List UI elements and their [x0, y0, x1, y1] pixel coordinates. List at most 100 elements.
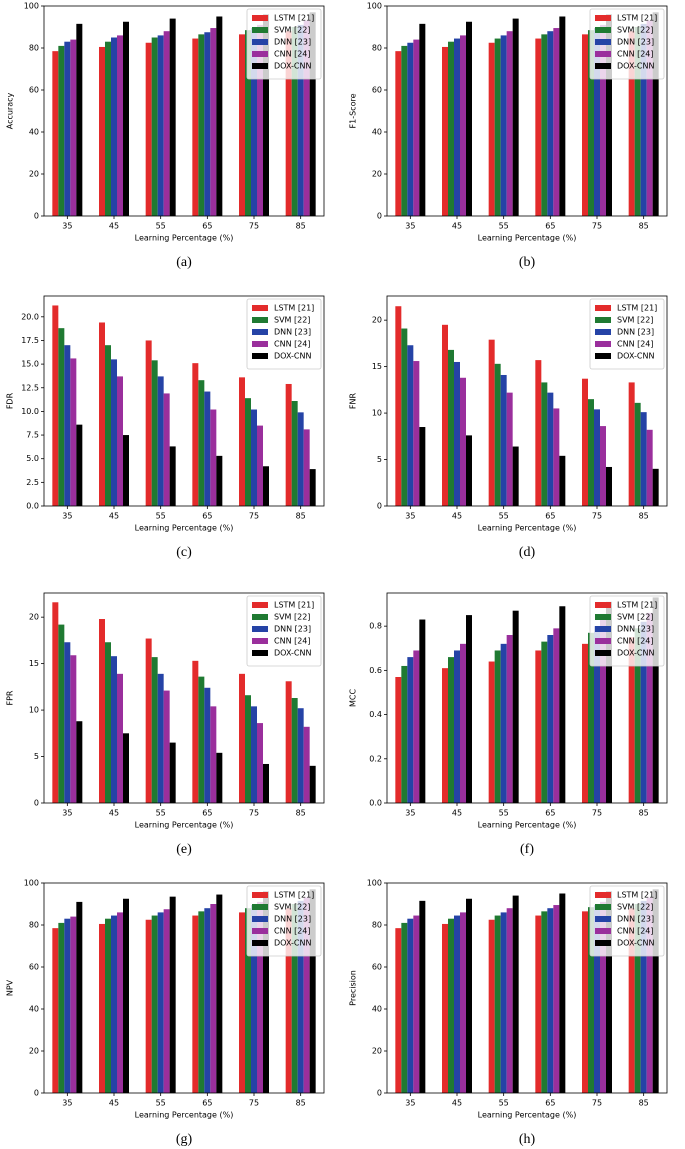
plot-frame [386, 882, 668, 1094]
legend-label: DOX-CNN [617, 62, 654, 71]
legend-label: DOX-CNN [617, 352, 654, 361]
legend-swatch [595, 317, 611, 323]
bar [198, 676, 205, 803]
bar [407, 657, 414, 803]
bar [163, 31, 170, 217]
bar [500, 35, 507, 217]
y-tick-label: 2.5 [26, 478, 39, 487]
legend-swatch [252, 51, 268, 57]
x-tick-label: 35 [62, 809, 72, 818]
bar [419, 900, 426, 1093]
bar [628, 908, 635, 1093]
bar [541, 382, 548, 506]
bar [303, 20, 310, 217]
legend-swatch [595, 928, 611, 934]
bar [488, 919, 495, 1093]
bar [553, 28, 560, 216]
bar [582, 378, 588, 506]
bar [460, 912, 466, 1093]
legend-swatch [595, 341, 611, 347]
y-axis-label: Precision [349, 970, 358, 1006]
legend-label: CNN [24] [274, 637, 311, 646]
y-tick-label: 40 [29, 128, 39, 137]
bar [99, 923, 105, 1093]
legend-label: LSTM [21] [617, 601, 657, 610]
bar [466, 898, 472, 1093]
legend-swatch [252, 317, 268, 323]
legend-swatch [595, 353, 611, 359]
bar [263, 891, 269, 1093]
bar [652, 889, 659, 1093]
bar [488, 42, 495, 216]
legend-box [589, 595, 665, 667]
y-tick-label: 10.0 [21, 407, 39, 416]
legend-box [589, 298, 665, 370]
bar [494, 363, 501, 506]
bar [204, 32, 211, 216]
bar [606, 466, 612, 506]
x-tick-label: 75 [249, 809, 259, 818]
bar [401, 922, 408, 1093]
x-tick-label: 45 [109, 1099, 119, 1108]
legend-label: CNN [24] [617, 340, 654, 349]
bar [169, 742, 176, 803]
bar [105, 918, 111, 1093]
bar [401, 45, 408, 217]
bar [454, 915, 460, 1093]
bar [448, 657, 454, 803]
legend-label: LSTM [21] [274, 14, 314, 23]
x-tick-label: 35 [62, 1099, 72, 1108]
bar [559, 16, 566, 216]
legend-swatch [595, 892, 611, 898]
legend-swatch [595, 63, 611, 69]
caption: (g) [176, 1132, 193, 1147]
legend-swatch [595, 904, 611, 910]
bar [123, 435, 129, 506]
bar [535, 650, 542, 803]
legend-swatch [595, 638, 611, 644]
y-axis-label: NPV [6, 979, 15, 996]
bar [535, 38, 542, 216]
x-tick-label: 55 [156, 809, 166, 818]
bar [239, 34, 245, 216]
bar [291, 27, 298, 216]
bar [111, 915, 117, 1093]
bar [163, 393, 170, 506]
legend-label: SVM [22] [617, 903, 653, 912]
x-tick-label: 35 [405, 222, 415, 231]
bar [460, 35, 466, 217]
bar [395, 928, 402, 1093]
legend-swatch [595, 329, 611, 335]
bar [494, 915, 501, 1093]
bar [145, 919, 152, 1093]
chart-panel: 0.0 0.2 0.4 0.6 0.8 35 45 55 65 75 85 Learning Perc… [349, 592, 668, 857]
x-tick-label: 85 [639, 512, 649, 521]
legend-label: CNN [24] [274, 340, 311, 349]
bar [646, 612, 653, 803]
legend-swatch [595, 305, 611, 311]
legend-swatch [252, 940, 268, 946]
x-tick-label: 85 [639, 222, 649, 231]
legend-label: DOX-CNN [617, 939, 654, 948]
bar [466, 435, 472, 506]
chart-panel: 0 20 40 60 80 100 35 45 55 65 75 85 Learning Percent… [6, 879, 325, 1147]
legend-label: SVM [22] [274, 316, 310, 325]
bar [251, 905, 257, 1093]
bar [395, 51, 402, 217]
bar [105, 345, 111, 506]
y-tick-label: 0.0 [26, 502, 39, 511]
bar [303, 897, 310, 1093]
legend-label: LSTM [21] [617, 14, 657, 23]
x-tick-label: 55 [156, 1099, 166, 1108]
bar [500, 374, 507, 506]
y-tick-label: 0 [34, 1089, 39, 1098]
bar [541, 911, 548, 1093]
x-tick-label: 55 [499, 512, 509, 521]
bar [210, 409, 217, 506]
legend-label: DNN [23] [274, 38, 311, 47]
caption: (h) [519, 1132, 536, 1147]
x-tick-label: 65 [202, 1099, 212, 1108]
legend-swatch [595, 626, 611, 632]
bar [105, 642, 111, 803]
bar [245, 695, 251, 803]
